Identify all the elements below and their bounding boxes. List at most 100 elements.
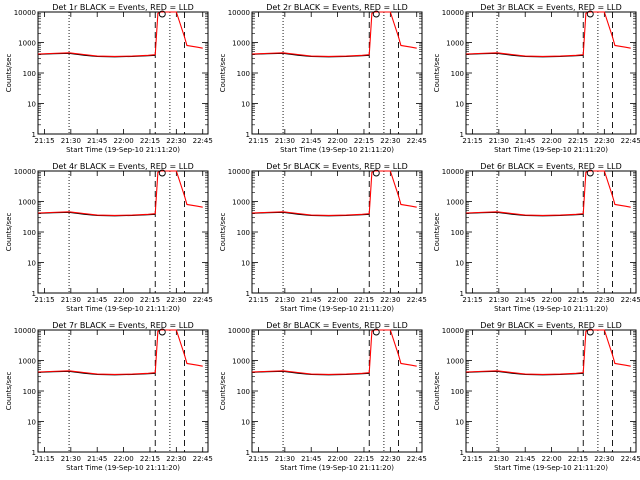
y-tick-label: 10	[241, 260, 250, 268]
y-tick-label: 1000	[232, 40, 250, 48]
x-tick-label: 22:30	[594, 137, 614, 145]
x-axis-label: Start Time (19-Sep-10 21:11:20)	[66, 464, 180, 472]
y-tick-label: 10000	[228, 327, 250, 335]
chart-title: Det 7r BLACK = Events, RED = LLD	[52, 321, 194, 330]
chart-panel-4: Det 4r BLACK = Events, RED = LLD 1 10 100 10…	[5, 162, 213, 313]
chart-panel-3: Det 3r BLACK = Events, RED = LLD 1 10 100 10…	[433, 3, 640, 154]
x-tick-label: 22:30	[380, 455, 400, 463]
chart-title: Det 6r BLACK = Events, RED = LLD	[480, 162, 622, 171]
x-tick-label: 22:30	[166, 137, 186, 145]
x-tick-label: 22:30	[594, 296, 614, 304]
x-tick-label: 21:15	[34, 296, 54, 304]
x-tick-label: 21:30	[61, 137, 81, 145]
x-tick-label: 22:30	[594, 455, 614, 463]
saturation-marker	[158, 328, 166, 336]
x-tick-label: 21:15	[462, 137, 482, 145]
x-tick-label: 21:30	[275, 296, 295, 304]
series-line-lld	[465, 11, 631, 57]
y-axis-label: Counts/sec	[5, 372, 13, 411]
y-tick-label: 1	[460, 131, 464, 139]
y-tick-label: 100	[451, 388, 464, 396]
y-tick-label: 10000	[442, 168, 464, 176]
x-tick-label: 22:45	[621, 455, 640, 463]
y-tick-label: 100	[23, 229, 36, 237]
y-axis-label: Counts/sec	[433, 372, 441, 411]
y-tick-label: 100	[451, 229, 464, 237]
x-tick-label: 21:30	[489, 137, 509, 145]
x-tick-label: 21:15	[462, 296, 482, 304]
saturation-marker	[372, 169, 380, 177]
x-tick-label: 22:00	[327, 137, 347, 145]
saturation-marker	[158, 10, 166, 18]
x-axis-label: Start Time (19-Sep-10 21:11:20)	[494, 305, 608, 313]
x-tick-label: 21:45	[301, 137, 321, 145]
y-tick-label: 10000	[228, 9, 250, 17]
y-tick-label: 1	[460, 290, 464, 298]
x-tick-label: 22:00	[327, 455, 347, 463]
chart-panel-9: Det 9r BLACK = Events, RED = LLD 1 10 100 10…	[433, 321, 640, 472]
y-tick-label: 100	[23, 70, 36, 78]
x-tick-label: 22:45	[407, 455, 427, 463]
y-tick-label: 1	[460, 449, 464, 457]
x-tick-label: 21:15	[34, 455, 54, 463]
x-tick-label: 21:30	[489, 455, 509, 463]
y-axis-label: Counts/sec	[219, 372, 227, 411]
y-tick-label: 100	[237, 70, 250, 78]
saturation-marker	[586, 169, 594, 177]
x-tick-label: 21:15	[248, 137, 268, 145]
x-tick-label: 22:15	[140, 455, 160, 463]
series-line-lld	[37, 11, 203, 57]
x-tick-label: 22:45	[193, 455, 213, 463]
y-tick-label: 10000	[14, 9, 36, 17]
y-tick-label: 1000	[18, 40, 36, 48]
y-tick-label: 100	[23, 388, 36, 396]
x-tick-label: 22:15	[568, 455, 588, 463]
y-tick-label: 1000	[232, 358, 250, 366]
x-tick-label: 22:45	[621, 137, 640, 145]
x-tick-label: 21:30	[61, 455, 81, 463]
x-tick-label: 22:30	[166, 296, 186, 304]
y-tick-label: 100	[237, 229, 250, 237]
chart-panel-1: Det 1r BLACK = Events, RED = LLD 1 10 100 10…	[5, 3, 213, 154]
series-line-lld	[251, 329, 417, 375]
y-tick-label: 10	[27, 260, 36, 268]
series-line-lld	[251, 11, 417, 57]
x-tick-label: 22:15	[568, 296, 588, 304]
chart-panel-7: Det 7r BLACK = Events, RED = LLD 1 10 100 10…	[5, 321, 213, 472]
chart-panel-6: Det 6r BLACK = Events, RED = LLD 1 10 100 10…	[433, 162, 640, 313]
x-tick-label: 21:45	[87, 296, 107, 304]
y-axis-label: Counts/sec	[433, 54, 441, 93]
x-tick-label: 21:45	[301, 296, 321, 304]
x-tick-label: 21:30	[275, 137, 295, 145]
chart-panel-2: Det 2r BLACK = Events, RED = LLD 1 10 100 10…	[219, 3, 427, 154]
y-tick-label: 10000	[14, 168, 36, 176]
saturation-marker	[372, 10, 380, 18]
x-tick-label: 21:45	[515, 137, 535, 145]
series-line-lld	[251, 170, 417, 216]
x-tick-label: 21:15	[34, 137, 54, 145]
y-tick-label: 10	[241, 101, 250, 109]
y-axis-label: Counts/sec	[433, 213, 441, 252]
x-tick-label: 22:15	[354, 455, 374, 463]
y-tick-label: 10000	[14, 327, 36, 335]
y-tick-label: 10	[455, 101, 464, 109]
x-tick-label: 22:00	[113, 137, 133, 145]
y-tick-label: 1	[246, 131, 250, 139]
x-tick-label: 22:45	[407, 137, 427, 145]
chart-title: Det 8r BLACK = Events, RED = LLD	[266, 321, 408, 330]
y-tick-label: 1000	[18, 358, 36, 366]
y-axis-label: Counts/sec	[219, 54, 227, 93]
y-tick-label: 10	[27, 101, 36, 109]
y-axis-label: Counts/sec	[219, 213, 227, 252]
y-tick-label: 1	[32, 449, 36, 457]
x-tick-label: 22:15	[354, 137, 374, 145]
x-tick-label: 21:30	[489, 296, 509, 304]
x-tick-label: 21:15	[248, 455, 268, 463]
x-tick-label: 22:15	[140, 296, 160, 304]
y-tick-label: 1	[246, 290, 250, 298]
y-axis-label: Counts/sec	[5, 54, 13, 93]
y-tick-label: 100	[451, 70, 464, 78]
x-tick-label: 21:15	[248, 296, 268, 304]
x-tick-label: 21:45	[87, 455, 107, 463]
x-tick-label: 21:30	[61, 296, 81, 304]
